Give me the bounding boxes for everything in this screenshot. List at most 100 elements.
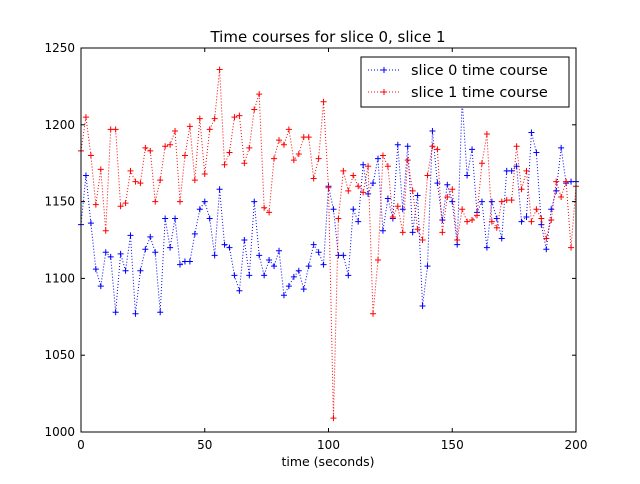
y-tick-label: 1200	[44, 118, 75, 132]
data-point	[483, 131, 490, 138]
data-point	[478, 198, 485, 205]
data-point	[464, 172, 471, 179]
data-point	[553, 187, 560, 194]
data-point	[350, 206, 357, 213]
data-point	[162, 215, 169, 222]
data-point	[137, 267, 144, 274]
data-point	[375, 155, 381, 162]
data-point	[177, 261, 183, 268]
data-point	[97, 283, 104, 290]
data-point	[196, 206, 203, 213]
data-point	[518, 186, 525, 193]
data-point	[394, 141, 401, 148]
legend-entry-0: slice 0 time course	[368, 63, 548, 79]
legend-label: slice 1 time course	[411, 85, 548, 101]
data-point	[370, 180, 377, 187]
data-point	[513, 163, 520, 170]
x-tick-label: 200	[565, 438, 588, 452]
data-point	[325, 184, 332, 191]
data-point	[548, 206, 555, 213]
data-point	[142, 144, 149, 151]
data-point	[538, 215, 545, 222]
data-point	[548, 217, 555, 224]
data-point	[285, 283, 292, 290]
x-tick-label: 150	[441, 438, 464, 452]
data-point	[295, 150, 302, 157]
data-point	[365, 190, 372, 197]
data-point	[221, 161, 228, 168]
data-point	[295, 267, 302, 274]
data-point	[523, 213, 530, 220]
y-tick-label: 1050	[44, 348, 75, 362]
y-tick-label: 1150	[44, 195, 75, 209]
data-point	[147, 233, 154, 240]
data-point	[162, 143, 169, 150]
plot-area: 0 50 100 150 200 1000 1050 1100 1150 1200 1250	[44, 41, 587, 452]
legend-marker	[381, 89, 387, 95]
data-point	[152, 249, 159, 256]
data-point	[201, 198, 208, 205]
data-point	[434, 180, 441, 187]
data-point	[409, 229, 416, 236]
data-point	[92, 266, 99, 273]
data-point	[231, 114, 238, 121]
data-point	[117, 250, 124, 257]
data-point	[206, 215, 213, 222]
data-point	[132, 178, 139, 185]
legend: slice 0 time course slice 1 time course	[360, 56, 570, 108]
legend-box	[360, 56, 570, 108]
data-point	[186, 258, 193, 265]
data-point	[518, 218, 525, 225]
data-point	[429, 143, 436, 150]
data-point	[285, 126, 292, 133]
data-point	[360, 161, 367, 168]
data-point	[384, 195, 391, 202]
data-point	[469, 217, 476, 224]
y-tick-label: 1000	[44, 425, 75, 439]
data-point	[122, 200, 129, 207]
data-point	[226, 149, 233, 156]
data-point	[231, 272, 238, 279]
data-point	[271, 263, 278, 270]
data-point	[439, 229, 446, 236]
data-point	[172, 127, 179, 134]
series-line	[80, 69, 577, 419]
data-point	[256, 91, 263, 98]
x-tick-label: 0	[77, 438, 85, 452]
data-point	[528, 129, 535, 136]
data-point	[488, 198, 495, 205]
data-point	[379, 227, 386, 234]
data-point	[177, 198, 183, 205]
data-point	[310, 241, 317, 248]
data-point	[211, 252, 218, 259]
data-point	[82, 172, 89, 179]
data-point	[251, 106, 258, 113]
data-point	[543, 235, 550, 242]
data-point	[419, 303, 426, 310]
data-point	[384, 163, 391, 170]
data-point	[305, 134, 312, 141]
data-point	[543, 246, 550, 253]
data-point	[444, 193, 451, 200]
chart-title: Time courses for slice 0, slice 1	[209, 28, 445, 46]
data-point	[167, 141, 174, 148]
data-point	[474, 212, 480, 219]
x-tick-label: 100	[317, 438, 340, 452]
data-point	[226, 244, 233, 251]
data-point	[444, 181, 451, 188]
data-point	[320, 98, 327, 105]
data-point	[271, 155, 278, 162]
data-point	[568, 244, 575, 251]
data-point	[409, 187, 416, 194]
data-point	[221, 241, 228, 248]
data-point	[335, 215, 342, 222]
data-point	[523, 167, 530, 174]
legend-marker	[381, 67, 387, 73]
data-point	[340, 167, 347, 174]
data-point	[563, 178, 570, 185]
data-point	[365, 163, 372, 170]
data-point	[167, 244, 174, 251]
data-point	[82, 114, 89, 121]
data-point	[112, 126, 119, 133]
